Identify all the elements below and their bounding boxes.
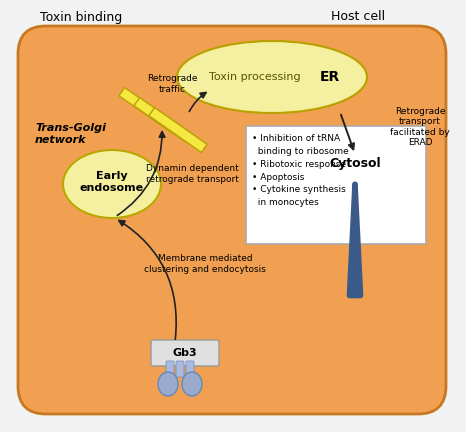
Text: Retrograde
transport
facilitated by
ERAD: Retrograde transport facilitated by ERAD bbox=[390, 107, 450, 147]
Text: Gb3: Gb3 bbox=[173, 348, 197, 358]
Text: Dynamin dependent
retrograde transport: Dynamin dependent retrograde transport bbox=[145, 164, 239, 184]
Text: ER: ER bbox=[320, 70, 340, 84]
FancyBboxPatch shape bbox=[18, 26, 446, 414]
Polygon shape bbox=[119, 88, 177, 133]
Ellipse shape bbox=[158, 372, 178, 396]
Ellipse shape bbox=[63, 150, 161, 218]
Polygon shape bbox=[134, 98, 192, 143]
FancyBboxPatch shape bbox=[186, 361, 194, 377]
Text: Host cell: Host cell bbox=[331, 10, 385, 23]
FancyBboxPatch shape bbox=[246, 126, 426, 244]
FancyBboxPatch shape bbox=[176, 361, 184, 377]
Text: • Inhibition of tRNA
  binding to ribosome
• Ribotoxic response
• Apoptosis
• Cy: • Inhibition of tRNA binding to ribosome… bbox=[252, 134, 349, 207]
Ellipse shape bbox=[182, 372, 202, 396]
Text: Toxin binding: Toxin binding bbox=[40, 10, 122, 23]
Text: Early
endosome: Early endosome bbox=[80, 171, 144, 193]
FancyBboxPatch shape bbox=[151, 340, 219, 366]
Ellipse shape bbox=[177, 41, 367, 113]
Text: Membrane mediated
clustering and endocytosis: Membrane mediated clustering and endocyt… bbox=[144, 254, 266, 274]
Text: Cytosol: Cytosol bbox=[329, 158, 381, 171]
Text: Trans-Golgi
network: Trans-Golgi network bbox=[35, 123, 106, 145]
Text: Retrograde
traffic: Retrograde traffic bbox=[147, 74, 197, 94]
FancyBboxPatch shape bbox=[166, 361, 174, 377]
Polygon shape bbox=[149, 108, 207, 152]
Text: Toxin processing: Toxin processing bbox=[209, 72, 301, 82]
